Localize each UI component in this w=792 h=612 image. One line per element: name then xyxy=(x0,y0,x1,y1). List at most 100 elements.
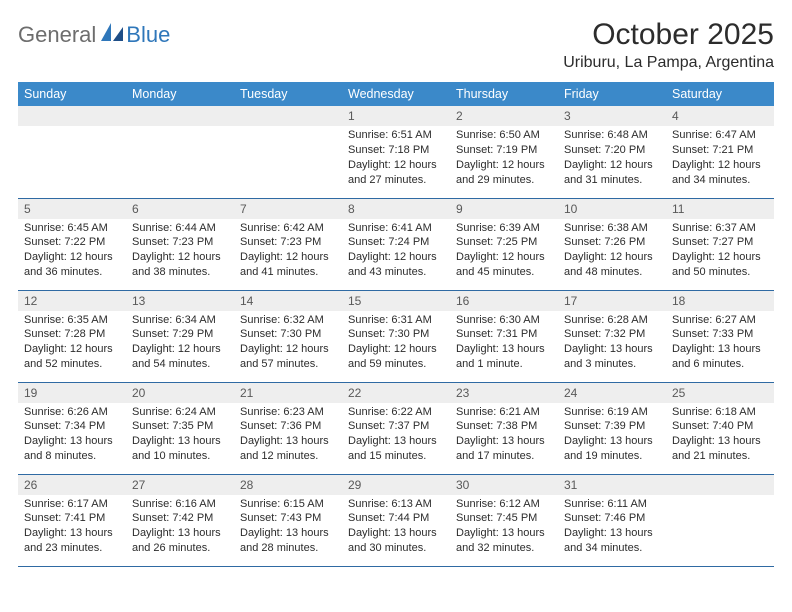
cell-body: Sunrise: 6:17 AMSunset: 7:41 PMDaylight:… xyxy=(18,495,126,556)
daylight-text: Daylight: 13 hours and 28 minutes. xyxy=(240,526,336,556)
calendar-cell: 22 Sunrise: 6:22 AMSunset: 7:37 PMDayligh… xyxy=(342,382,450,474)
sunset-text: Sunset: 7:22 PM xyxy=(24,235,120,250)
daylight-text: Daylight: 12 hours and 41 minutes. xyxy=(240,250,336,280)
sunset-text: Sunset: 7:41 PM xyxy=(24,511,120,526)
weekday-thursday: Thursday xyxy=(450,82,558,106)
sunset-text: Sunset: 7:23 PM xyxy=(240,235,336,250)
calendar-cell: 19Sunrise: 6:26 AMSunset: 7:34 PMDayligh… xyxy=(18,382,126,474)
sunrise-text: Sunrise: 6:24 AM xyxy=(132,405,228,420)
sunset-text: Sunset: 7:40 PM xyxy=(672,419,768,434)
sunrise-text: Sunrise: 6:11 AM xyxy=(564,497,660,512)
calendar-cell: 9Sunrise: 6:39 AMSunset: 7:25 PMDaylight… xyxy=(450,198,558,290)
daylight-text: Daylight: 12 hours and 38 minutes. xyxy=(132,250,228,280)
cell-body: Sunrise: 6:19 AMSunset: 7:39 PMDaylight:… xyxy=(558,403,666,464)
day-number: 10 xyxy=(558,199,666,219)
calendar-row: 19Sunrise: 6:26 AMSunset: 7:34 PMDayligh… xyxy=(18,382,774,474)
calendar-cell xyxy=(126,106,234,198)
calendar-cell: 25Sunrise: 6:18 AMSunset: 7:40 PMDayligh… xyxy=(666,382,774,474)
calendar-cell: 18Sunrise: 6:27 AMSunset: 7:33 PMDayligh… xyxy=(666,290,774,382)
calendar-cell: 29Sunrise: 6:13 AMSunset: 7:44 PMDayligh… xyxy=(342,474,450,566)
daylight-text: Daylight: 12 hours and 43 minutes. xyxy=(348,250,444,280)
sunrise-text: Sunrise: 6:48 AM xyxy=(564,128,660,143)
day-number: 23 xyxy=(450,383,558,403)
sunrise-text: Sunrise: 6:42 AM xyxy=(240,221,336,236)
sunset-text: Sunset: 7:35 PM xyxy=(132,419,228,434)
daylight-text: Daylight: 13 hours and 8 minutes. xyxy=(24,434,120,464)
cell-body: Sunrise: 6:45 AMSunset: 7:22 PMDaylight:… xyxy=(18,219,126,280)
daylight-text: Daylight: 12 hours and 29 minutes. xyxy=(456,158,552,188)
daylight-text: Daylight: 12 hours and 48 minutes. xyxy=(564,250,660,280)
daylight-text: Daylight: 13 hours and 10 minutes. xyxy=(132,434,228,464)
calendar-cell: 12Sunrise: 6:35 AMSunset: 7:28 PMDayligh… xyxy=(18,290,126,382)
cell-body: Sunrise: 6:31 AMSunset: 7:30 PMDaylight:… xyxy=(342,311,450,372)
sunrise-text: Sunrise: 6:12 AM xyxy=(456,497,552,512)
daylight-text: Daylight: 13 hours and 34 minutes. xyxy=(564,526,660,556)
cell-body: Sunrise: 6:41 AMSunset: 7:24 PMDaylight:… xyxy=(342,219,450,280)
day-number: 26 xyxy=(18,475,126,495)
sunrise-text: Sunrise: 6:19 AM xyxy=(564,405,660,420)
calendar-row: 5Sunrise: 6:45 AMSunset: 7:22 PMDaylight… xyxy=(18,198,774,290)
cell-body: Sunrise: 6:23 AMSunset: 7:36 PMDaylight:… xyxy=(234,403,342,464)
sunset-text: Sunset: 7:18 PM xyxy=(348,143,444,158)
sunrise-text: Sunrise: 6:31 AM xyxy=(348,313,444,328)
calendar-cell: 10Sunrise: 6:38 AMSunset: 7:26 PMDayligh… xyxy=(558,198,666,290)
day-number xyxy=(126,106,234,126)
sunrise-text: Sunrise: 6:41 AM xyxy=(348,221,444,236)
cell-body: Sunrise: 6:18 AMSunset: 7:40 PMDaylight:… xyxy=(666,403,774,464)
sunrise-text: Sunrise: 6:16 AM xyxy=(132,497,228,512)
weekday-saturday: Saturday xyxy=(666,82,774,106)
calendar-cell: 7Sunrise: 6:42 AMSunset: 7:23 PMDaylight… xyxy=(234,198,342,290)
day-number: 24 xyxy=(558,383,666,403)
calendar-cell: 21Sunrise: 6:23 AMSunset: 7:36 PMDayligh… xyxy=(234,382,342,474)
daylight-text: Daylight: 13 hours and 6 minutes. xyxy=(672,342,768,372)
cell-body: Sunrise: 6:37 AMSunset: 7:27 PMDaylight:… xyxy=(666,219,774,280)
sunset-text: Sunset: 7:19 PM xyxy=(456,143,552,158)
day-number: 11 xyxy=(666,199,774,219)
sunrise-text: Sunrise: 6:37 AM xyxy=(672,221,768,236)
daylight-text: Daylight: 12 hours and 50 minutes. xyxy=(672,250,768,280)
calendar-cell: 26Sunrise: 6:17 AMSunset: 7:41 PMDayligh… xyxy=(18,474,126,566)
daylight-text: Daylight: 13 hours and 30 minutes. xyxy=(348,526,444,556)
cell-body: Sunrise: 6:24 AMSunset: 7:35 PMDaylight:… xyxy=(126,403,234,464)
calendar-cell: 4Sunrise: 6:47 AMSunset: 7:21 PMDaylight… xyxy=(666,106,774,198)
daylight-text: Daylight: 13 hours and 32 minutes. xyxy=(456,526,552,556)
daylight-text: Daylight: 13 hours and 21 minutes. xyxy=(672,434,768,464)
daylight-text: Daylight: 12 hours and 45 minutes. xyxy=(456,250,552,280)
cell-body: Sunrise: 6:34 AMSunset: 7:29 PMDaylight:… xyxy=(126,311,234,372)
daylight-text: Daylight: 13 hours and 15 minutes. xyxy=(348,434,444,464)
day-number: 22 xyxy=(342,383,450,403)
calendar-cell: 3Sunrise: 6:48 AMSunset: 7:20 PMDaylight… xyxy=(558,106,666,198)
day-number: 16 xyxy=(450,291,558,311)
cell-body: Sunrise: 6:32 AMSunset: 7:30 PMDaylight:… xyxy=(234,311,342,372)
sunrise-text: Sunrise: 6:51 AM xyxy=(348,128,444,143)
title-block: October 2025 Uriburu, La Pampa, Argentin… xyxy=(563,18,774,72)
sunset-text: Sunset: 7:36 PM xyxy=(240,419,336,434)
calendar-cell: 14Sunrise: 6:32 AMSunset: 7:30 PMDayligh… xyxy=(234,290,342,382)
sunrise-text: Sunrise: 6:23 AM xyxy=(240,405,336,420)
sunrise-text: Sunrise: 6:21 AM xyxy=(456,405,552,420)
day-number xyxy=(234,106,342,126)
day-number: 2 xyxy=(450,106,558,126)
daylight-text: Daylight: 13 hours and 1 minute. xyxy=(456,342,552,372)
calendar-body: 1 Sunrise: 6:51 AMSunset: 7:18 PM Daylight… xyxy=(18,106,774,566)
calendar-row: 1 Sunrise: 6:51 AMSunset: 7:18 PM Daylight… xyxy=(18,106,774,198)
logo-sail-icon xyxy=(101,23,125,48)
day-number: 1 xyxy=(342,106,450,126)
sunset-text: Sunset: 7:25 PM xyxy=(456,235,552,250)
day-number: 15 xyxy=(342,291,450,311)
sunset-text: Sunset: 7:29 PM xyxy=(132,327,228,342)
sunrise-text: Sunrise: 6:22 AM xyxy=(348,405,444,420)
sunrise-text: Sunrise: 6:45 AM xyxy=(24,221,120,236)
cell-body: Sunrise: 6:38 AMSunset: 7:26 PMDaylight:… xyxy=(558,219,666,280)
sunset-text: Sunset: 7:37 PM xyxy=(348,419,444,434)
sunset-text: Sunset: 7:31 PM xyxy=(456,327,552,342)
daylight-text: Daylight: 12 hours and 52 minutes. xyxy=(24,342,120,372)
cell-body: Sunrise: 6:48 AMSunset: 7:20 PMDaylight:… xyxy=(558,126,666,187)
daylight-text: Daylight: 12 hours and 36 minutes. xyxy=(24,250,120,280)
weekday-header-row: Sunday Monday Tuesday Wednesday Thursday… xyxy=(18,82,774,106)
day-number: 3 xyxy=(558,106,666,126)
sunset-text: Sunset: 7:42 PM xyxy=(132,511,228,526)
month-title: October 2025 xyxy=(563,18,774,52)
daylight-text: Daylight: 12 hours and 54 minutes. xyxy=(132,342,228,372)
cell-body: Sunrise: 6:47 AMSunset: 7:21 PMDaylight:… xyxy=(666,126,774,187)
